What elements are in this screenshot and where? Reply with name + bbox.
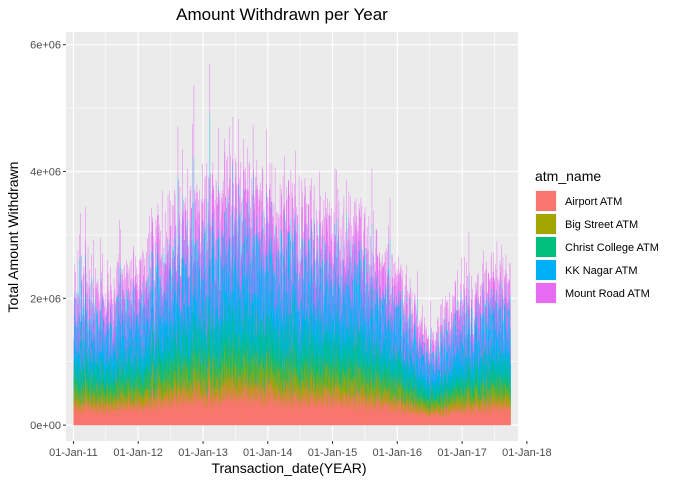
- chart-title: Amount Withdrawn per Year: [176, 5, 388, 24]
- stacked-bars: [73, 63, 511, 426]
